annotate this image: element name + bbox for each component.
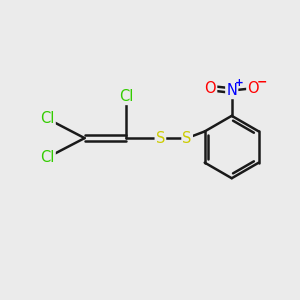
Text: S: S xyxy=(182,130,192,146)
Text: O: O xyxy=(205,81,216,96)
Text: +: + xyxy=(235,78,244,88)
Text: Cl: Cl xyxy=(119,89,134,104)
Text: N: N xyxy=(226,83,237,98)
Text: −: − xyxy=(256,75,267,88)
Text: S: S xyxy=(156,130,165,146)
Text: O: O xyxy=(247,81,259,96)
Text: Cl: Cl xyxy=(40,111,55,126)
Text: Cl: Cl xyxy=(40,150,55,165)
